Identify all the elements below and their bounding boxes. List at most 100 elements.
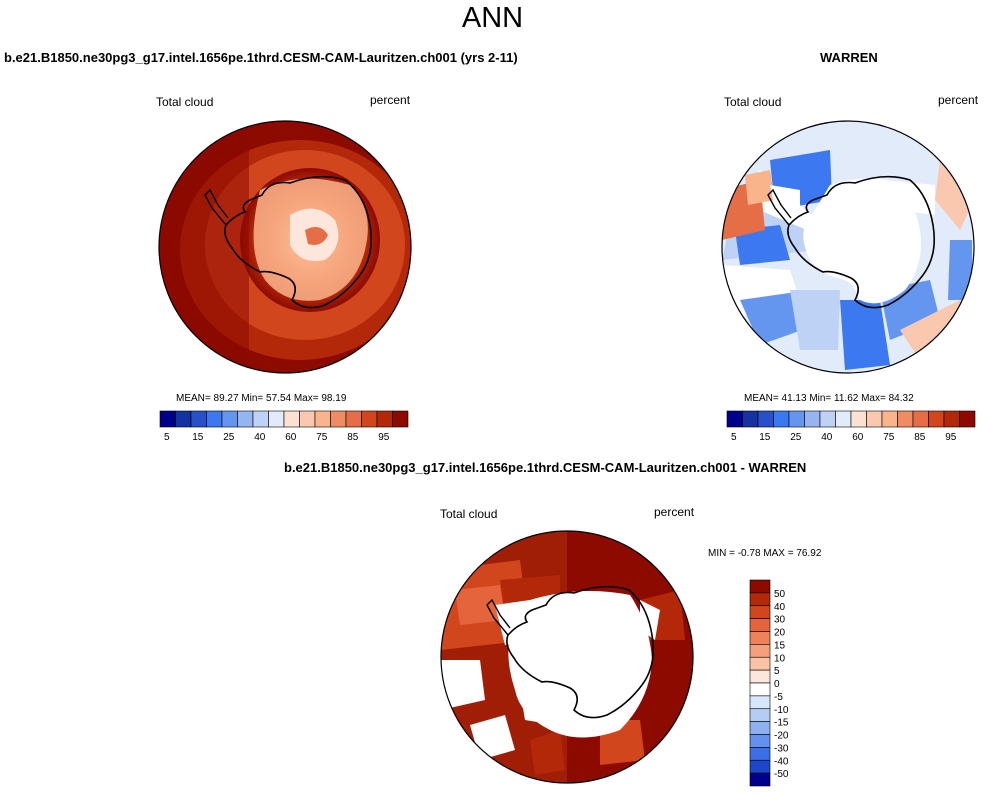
diff-colorbar-tick: 50 [774,589,786,600]
left-colorbar-box [314,410,331,428]
right-colorbar-box [866,410,883,428]
diff-colorbar-box [749,644,771,658]
left-colorbar-tick: 95 [378,432,390,443]
left-map-border [158,120,412,374]
diff-colorbar-box [749,579,771,594]
right-colorbar-box [881,410,898,428]
diff-map-field [441,531,693,783]
left-colorbar: 5 15 25 40 60 75 85 95 [159,410,409,443]
left-colorbar-tick: 15 [192,432,204,443]
left-colorbar-tick: 75 [316,432,328,443]
right-stats: MEAN= 41.13 Min= 11.62 Max= 84.32 [744,393,914,404]
right-colorbar-box [912,410,929,428]
left-colorbar-box [190,410,207,428]
right-colorbar-tick: 60 [852,432,864,443]
left-colorbar-tick: 40 [254,432,266,443]
diff-colorbar-tick: -50 [774,769,789,780]
diff-variable-label: Total cloud [440,507,498,521]
left-colorbar-tick: 60 [285,432,297,443]
left-colorbar-box [175,410,192,428]
left-colorbar-box [206,410,223,428]
right-map-border [721,120,975,374]
diff-colorbar-box [749,747,771,761]
right-colorbar-box [819,410,836,428]
left-colorbar-box [252,410,269,428]
diff-colorbar-box [749,695,771,710]
diff-colorbar-tick: 30 [774,615,786,626]
diff-colorbar-tick: 10 [774,653,786,664]
diff-colorbar-tick: -10 [774,705,789,716]
left-colorbar-box [361,410,378,428]
diff-colorbar-box [749,656,771,671]
diff-stats: MIN = -0.78 MAX = 76.92 [708,548,822,559]
left-colorbar-tick: 25 [223,432,235,443]
diff-colorbar-tick: 15 [774,640,786,651]
right-colorbar-box [742,410,759,428]
left-units-label: percent [370,93,411,107]
diff-case-title: b.e21.B1850.ne30pg3_g17.intel.1656pe.1th… [284,460,807,475]
right-colorbar: 5 15 25 40 60 75 85 95 [726,410,976,443]
left-colorbar-box [376,410,393,428]
right-colorbar-box [788,410,805,428]
right-colorbar-box [726,410,743,428]
right-colorbar-tick: 40 [821,432,833,443]
diff-colorbar-tick: -40 [774,756,789,767]
right-colorbar-tick: 95 [945,432,957,443]
right-map-field [722,121,974,373]
diff-colorbar-tick: -15 [774,718,789,729]
left-colorbar-box [237,410,254,428]
right-colorbar-box [835,410,852,428]
diff-colorbar-box [749,759,771,774]
right-variable-label: Total cloud [724,95,782,109]
diff-colorbar-box [749,669,771,684]
diff-units-label: percent [654,505,695,519]
right-colorbar-tick: 15 [759,432,771,443]
diff-colorbar-tick: -30 [774,743,789,754]
diff-colorbar-tick: 40 [774,602,786,613]
left-colorbar-box [345,410,362,428]
right-colorbar-tick: 75 [883,432,895,443]
diff-colorbar-box [749,618,771,632]
right-colorbar-box [943,410,960,428]
main-title: ANN [461,2,524,34]
right-colorbar-box [804,410,821,428]
right-colorbar-box [959,410,976,428]
left-colorbar-box [330,410,347,428]
right-colorbar-box [928,410,945,428]
diff-colorbar-tick: 0 [774,679,780,690]
diff-colorbar-tick: 5 [774,666,780,677]
left-case-title: b.e21.B1850.ne30pg3_g17.intel.1656pe.1th… [4,50,518,65]
diff-colorbar-box [749,592,771,607]
diff-colorbar-box [749,708,771,722]
right-colorbar-box [850,410,867,428]
left-variable-label: Total cloud [156,95,214,109]
diff-colorbar-box [749,734,771,748]
right-colorbar-tick: 85 [914,432,926,443]
left-colorbar-box [221,410,238,428]
diff-colorbar-tick: -20 [774,731,789,742]
left-colorbar-tick: 5 [164,432,170,443]
left-colorbar-box [159,410,176,428]
right-colorbar-box [773,410,790,428]
left-colorbar-box [392,410,409,428]
left-colorbar-box [268,410,285,428]
diff-colorbar-box [749,721,771,735]
diff-colorbar-box [749,772,771,787]
diff-colorbar-box [749,605,771,619]
left-colorbar-box [283,410,300,428]
left-colorbar-box [299,410,316,428]
diff-colorbar-tick: -5 [774,692,783,703]
diff-map-border [440,530,694,784]
diff-colorbar-box [749,631,771,645]
diff-colorbar-box [749,682,771,697]
right-colorbar-box [897,410,914,428]
left-stats: MEAN= 89.27 Min= 57.54 Max= 98.19 [176,393,347,404]
right-colorbar-tick: 5 [731,432,737,443]
diff-colorbar-tick: 20 [774,628,786,639]
right-units-label: percent [938,93,979,107]
right-colorbar-tick: 25 [790,432,802,443]
left-colorbar-tick: 85 [347,432,359,443]
left-map-field [159,121,411,373]
